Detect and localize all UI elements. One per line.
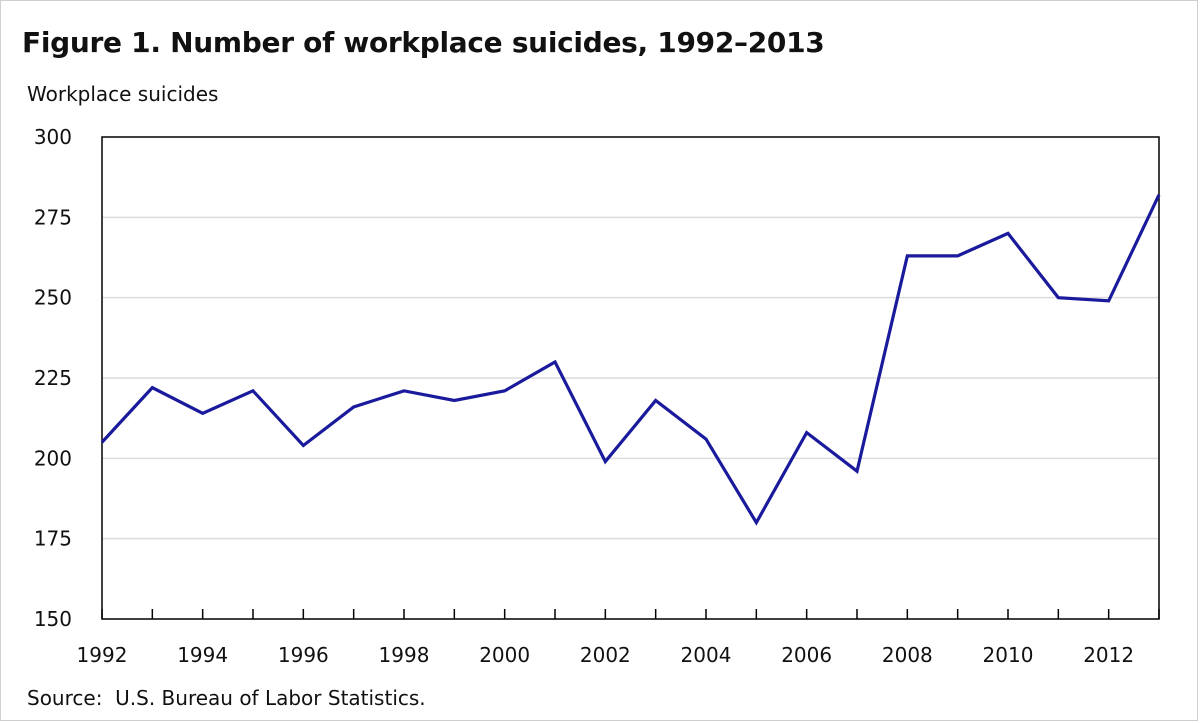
x-tick-label-1994: 1994 [177, 643, 228, 667]
x-tick-label-2010: 2010 [983, 643, 1034, 667]
x-tick-label-1996: 1996 [278, 643, 329, 667]
x-tick-label-2002: 2002 [580, 643, 631, 667]
y-tick-label-225: 225 [34, 366, 72, 390]
x-tick-label-2008: 2008 [882, 643, 933, 667]
chart-title: Figure 1. Number of workplace suicides, … [22, 26, 825, 59]
x-tick-label-1992: 1992 [77, 643, 128, 667]
x-tick-label-1998: 1998 [379, 643, 430, 667]
y-tick-label-200: 200 [34, 446, 72, 470]
y-axis-label: Workplace suicides [27, 82, 219, 106]
y-tick-label-250: 250 [34, 286, 72, 310]
source-note: Source: U.S. Bureau of Labor Statistics. [27, 686, 426, 710]
y-tick-label-275: 275 [34, 205, 72, 229]
y-tick-label-300: 300 [34, 125, 72, 149]
series-lines [100, 194, 1161, 526]
tick-labels: 150 175 200 225 250 275 300 1992 1994 1996 1998 200… [34, 125, 1134, 667]
grid-lines [102, 216, 1159, 540]
plot-frame [101, 136, 1160, 620]
x-tick-label-2006: 2006 [781, 643, 832, 667]
x-tick-label-2012: 2012 [1083, 643, 1134, 667]
y-tick-label-175: 175 [34, 527, 72, 551]
x-tick-label-2000: 2000 [479, 643, 530, 667]
y-tick-label-150: 150 [34, 607, 72, 631]
axes [101, 136, 1160, 620]
x-tick-label-2004: 2004 [681, 643, 732, 667]
series-line-0 [100, 194, 1161, 526]
